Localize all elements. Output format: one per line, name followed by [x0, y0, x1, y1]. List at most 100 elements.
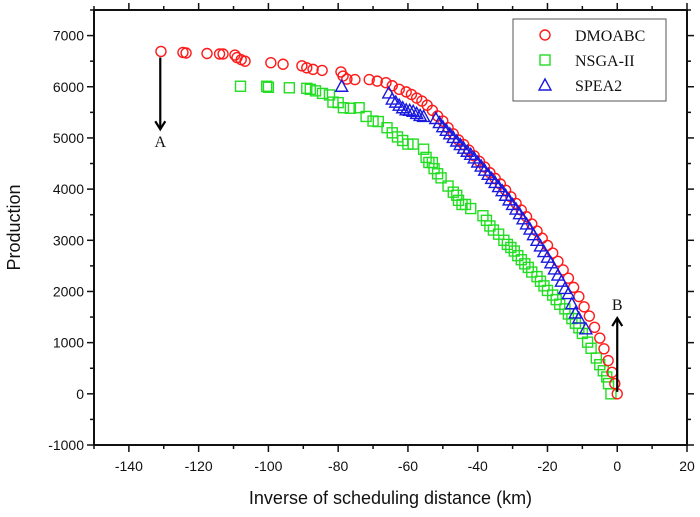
- square-point: [417, 143, 430, 155]
- circle-point: [337, 70, 349, 82]
- y-tick-label: 5000: [53, 130, 84, 146]
- square-point: [344, 102, 357, 114]
- annotation-label-b: B: [612, 297, 623, 314]
- y-tick-label: 7000: [53, 28, 84, 44]
- square-point: [498, 234, 510, 246]
- y-tick-label: 1000: [53, 335, 84, 351]
- triangle-point: [543, 255, 559, 269]
- circle-point: [363, 73, 375, 86]
- triangle-point: [388, 94, 403, 108]
- triangle-point: [561, 286, 576, 300]
- circle-point: [380, 76, 392, 89]
- circle-point: [371, 75, 383, 87]
- legend-label: SPEA2: [575, 78, 622, 95]
- x-tick-label: -60: [398, 458, 418, 474]
- circle-point: [155, 45, 167, 58]
- plot-marks: [155, 45, 623, 400]
- legend-label: DMOABC: [575, 28, 645, 45]
- circle-point: [217, 48, 229, 60]
- square-point: [452, 194, 465, 207]
- triangle-point: [392, 97, 407, 111]
- square-point: [590, 352, 603, 364]
- circle-point: [180, 47, 192, 59]
- series-spea2: [334, 78, 594, 335]
- circle-point: [296, 60, 308, 72]
- legend-box: [512, 18, 667, 102]
- legend-circle-icon: [539, 29, 551, 41]
- y-tick-label: 2000: [53, 283, 84, 299]
- square-point: [309, 85, 322, 97]
- square-point: [283, 82, 296, 94]
- square-point: [435, 172, 447, 184]
- legend-label: NSGA-II: [575, 53, 635, 70]
- circle-point: [583, 310, 596, 322]
- circle-point: [598, 343, 610, 355]
- square-point: [316, 87, 329, 100]
- triangle-point: [334, 78, 349, 92]
- circle-point: [265, 57, 277, 69]
- annotation-label-a: A: [154, 134, 166, 151]
- triangle-point: [554, 273, 569, 287]
- circle-point: [393, 83, 405, 96]
- square-point: [323, 89, 336, 101]
- square-point: [372, 115, 384, 128]
- arrowhead-b: [611, 316, 624, 327]
- circle-point: [213, 48, 226, 60]
- x-tick-label: -100: [254, 458, 282, 474]
- circle-point: [201, 47, 213, 60]
- square-point: [597, 365, 609, 377]
- triangle-point: [395, 100, 410, 114]
- square-point: [515, 254, 528, 266]
- x-axis-ticks: -140 -120 -100 -80 -60 -40 -20 0 20: [93, 3, 695, 474]
- annotations: AB: [154, 57, 624, 392]
- triangle-point: [402, 102, 417, 117]
- circle-point: [341, 73, 353, 85]
- x-tick-label: -80: [328, 458, 348, 474]
- series-nsga-ii: [234, 80, 617, 400]
- square-point: [581, 336, 594, 348]
- circle-point: [400, 86, 412, 98]
- triangle-point: [385, 91, 400, 105]
- square-point: [337, 102, 350, 114]
- triangle-point: [578, 321, 594, 335]
- triangle-point: [547, 261, 562, 275]
- circle-point: [349, 73, 361, 86]
- square-point: [262, 81, 275, 93]
- square-point: [301, 82, 313, 95]
- arrowhead-a: [154, 120, 167, 132]
- square-point: [234, 80, 247, 92]
- square-point: [465, 202, 477, 215]
- circle-point: [594, 332, 606, 344]
- plot-frame: [93, 9, 688, 446]
- y-tick-label: -1000: [48, 437, 84, 453]
- circle-point: [588, 321, 601, 333]
- legend-square-icon: [539, 54, 551, 66]
- legend: DMOABC NSGA-II SPEA2: [512, 18, 667, 102]
- y-tick-label: 3000: [53, 232, 84, 248]
- circle-point: [578, 301, 590, 313]
- triangle-point: [460, 143, 475, 157]
- y-axis-ticks: -1000 0 1000 2000 3000 4000 5000 6000 7000: [48, 9, 694, 453]
- circle-point: [277, 58, 289, 70]
- square-point: [431, 168, 444, 180]
- square-point: [353, 102, 365, 114]
- triangle-point: [456, 140, 471, 154]
- legend-triangle-icon: [537, 77, 553, 91]
- triangle-point: [550, 267, 566, 281]
- x-tick-label: -120: [185, 458, 213, 474]
- triangle-point: [405, 103, 421, 118]
- x-tick-label: 0: [613, 458, 621, 474]
- square-point: [505, 241, 517, 254]
- circle-point: [602, 354, 614, 367]
- square-point: [519, 258, 531, 270]
- square-point: [512, 249, 524, 262]
- circle-point: [307, 63, 319, 76]
- square-point: [605, 388, 617, 400]
- triangle-point: [416, 108, 431, 123]
- x-tick-label: -40: [468, 458, 488, 474]
- square-point: [426, 156, 439, 169]
- circle-point: [386, 80, 398, 92]
- triangle-point: [564, 296, 580, 310]
- triangle-point: [381, 85, 396, 99]
